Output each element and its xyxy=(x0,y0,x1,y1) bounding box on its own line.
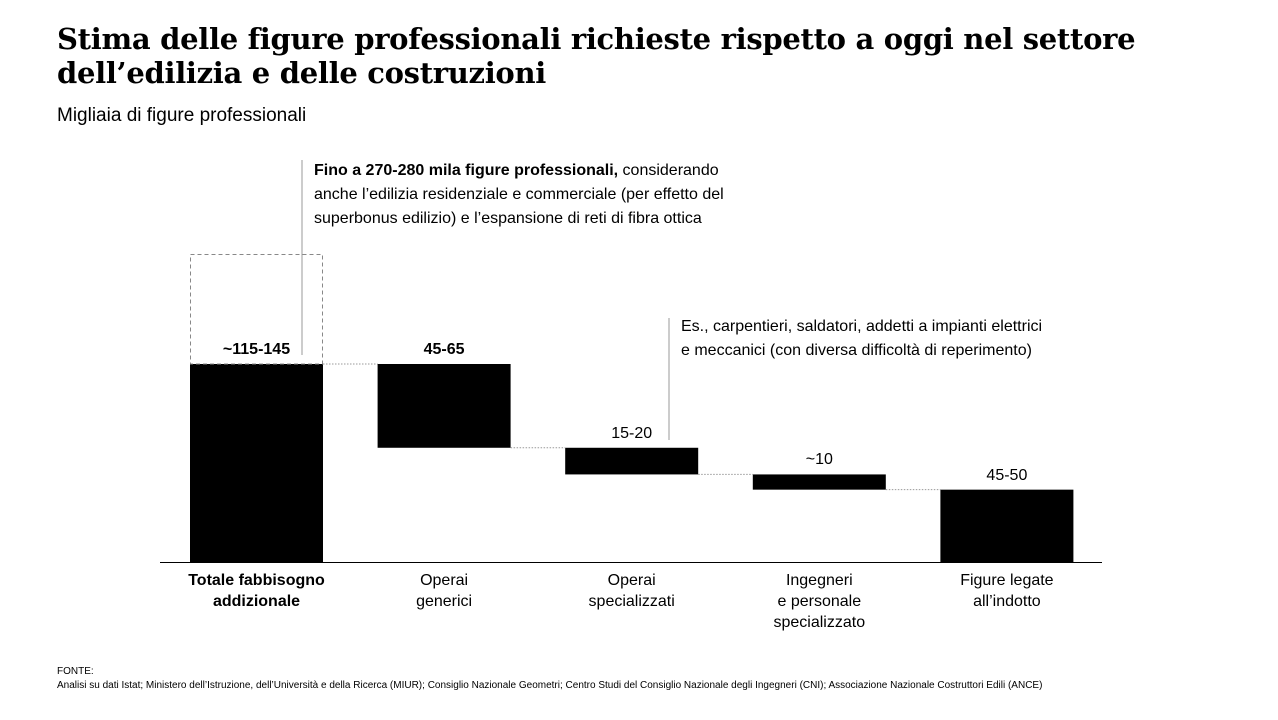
chart-title: Stima delle figure professionali richies… xyxy=(57,22,1136,90)
extension-note-bold: Fino a 270-280 mila figure professionali… xyxy=(314,162,619,179)
data-label-5: 45-50 xyxy=(986,466,1028,484)
bar-3 xyxy=(565,447,699,475)
extension-note-line3: superbonus edilizio) e l’espansione di r… xyxy=(314,210,702,227)
category-label-4: Ingegneri e personale specializzato xyxy=(773,572,866,631)
specialist-note-line1: Es., carpentieri, saldatori, addetti a i… xyxy=(681,318,1043,335)
extension-note: Fino a 270-280 mila figure professionali… xyxy=(314,159,724,231)
category-label-1: Totale fabbisogno addizionale xyxy=(188,572,325,610)
source-heading: FONTE: xyxy=(57,666,94,677)
specialist-note: Es., carpentieri, saldatori, addetti a i… xyxy=(681,315,1042,363)
data-label-1: ~115-145 xyxy=(222,341,291,358)
category-label-5: Figure legate all’indotto xyxy=(960,572,1054,610)
bar-5 xyxy=(940,489,1074,562)
specialist-note-line2: e meccanici (con diversa difficoltà di r… xyxy=(681,342,1032,359)
category-label-2: Operai generici xyxy=(416,572,473,610)
chart-subtitle: Migliaia di figure professionali xyxy=(57,105,307,126)
extension-note-rest: considerando xyxy=(618,162,719,179)
bar-2 xyxy=(377,364,511,448)
bar-1 xyxy=(190,364,323,562)
source-text: Analisi su dati Istat; Ministero dell’Is… xyxy=(57,680,1043,691)
data-label-3: 15-20 xyxy=(611,424,653,442)
extension-dashed-box xyxy=(190,254,323,365)
data-label-2: 45-65 xyxy=(423,341,465,358)
category-label-3: Operai specializzati xyxy=(588,572,675,610)
data-label-4: ~10 xyxy=(805,451,833,469)
bar-4 xyxy=(752,474,886,490)
extension-note-line2: anche l’edilizia residenziale e commerci… xyxy=(314,186,724,203)
